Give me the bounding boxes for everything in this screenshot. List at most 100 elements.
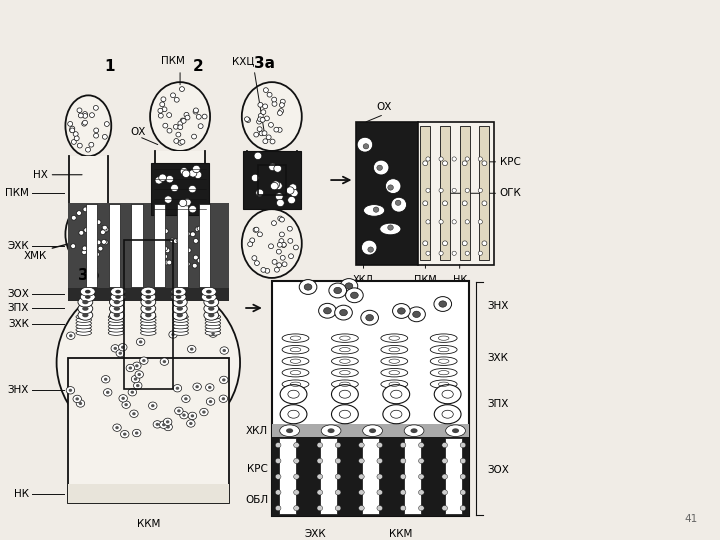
Bar bbox=[151, 163, 209, 215]
Text: 2: 2 bbox=[192, 59, 203, 74]
Ellipse shape bbox=[206, 295, 212, 299]
Ellipse shape bbox=[431, 357, 457, 366]
Ellipse shape bbox=[205, 324, 220, 329]
Ellipse shape bbox=[102, 225, 107, 230]
Ellipse shape bbox=[381, 368, 408, 377]
Ellipse shape bbox=[359, 490, 364, 495]
Ellipse shape bbox=[294, 245, 298, 250]
Ellipse shape bbox=[418, 474, 424, 480]
Ellipse shape bbox=[197, 258, 202, 263]
Ellipse shape bbox=[108, 330, 124, 335]
Ellipse shape bbox=[70, 126, 75, 131]
Ellipse shape bbox=[336, 442, 341, 448]
Ellipse shape bbox=[391, 197, 407, 212]
Ellipse shape bbox=[434, 404, 461, 424]
Ellipse shape bbox=[76, 330, 91, 335]
Ellipse shape bbox=[289, 254, 294, 259]
Ellipse shape bbox=[115, 290, 121, 294]
Ellipse shape bbox=[423, 161, 428, 166]
Ellipse shape bbox=[434, 384, 461, 404]
Ellipse shape bbox=[86, 147, 91, 152]
Text: ЭХК: ЭХК bbox=[7, 241, 29, 251]
Ellipse shape bbox=[176, 307, 183, 310]
Ellipse shape bbox=[279, 109, 284, 113]
Ellipse shape bbox=[108, 327, 124, 332]
Ellipse shape bbox=[165, 248, 170, 253]
Ellipse shape bbox=[294, 458, 300, 463]
Ellipse shape bbox=[114, 300, 120, 304]
Bar bbox=[69, 156, 107, 204]
Ellipse shape bbox=[177, 246, 182, 251]
Ellipse shape bbox=[465, 157, 469, 161]
Ellipse shape bbox=[359, 442, 364, 448]
Ellipse shape bbox=[193, 383, 202, 390]
Ellipse shape bbox=[269, 244, 274, 248]
Text: ПКМ: ПКМ bbox=[414, 275, 437, 285]
Ellipse shape bbox=[385, 179, 401, 193]
Ellipse shape bbox=[245, 117, 249, 122]
Text: КРС: КРС bbox=[500, 157, 521, 167]
Bar bbox=[271, 424, 469, 437]
Ellipse shape bbox=[170, 238, 175, 243]
Ellipse shape bbox=[246, 118, 251, 123]
Ellipse shape bbox=[279, 103, 284, 107]
Ellipse shape bbox=[76, 397, 79, 401]
Ellipse shape bbox=[106, 391, 109, 394]
Text: ОХ: ОХ bbox=[377, 102, 392, 112]
Ellipse shape bbox=[331, 334, 359, 342]
Bar bbox=[176, 205, 188, 287]
Ellipse shape bbox=[271, 183, 278, 190]
Ellipse shape bbox=[439, 188, 444, 193]
Ellipse shape bbox=[173, 318, 189, 322]
Ellipse shape bbox=[186, 248, 191, 253]
Bar bbox=[356, 122, 418, 265]
Ellipse shape bbox=[150, 209, 210, 278]
Bar bbox=[68, 359, 229, 503]
Ellipse shape bbox=[111, 287, 125, 296]
Ellipse shape bbox=[331, 404, 359, 424]
Ellipse shape bbox=[276, 199, 284, 207]
Ellipse shape bbox=[205, 384, 214, 391]
Bar bbox=[109, 205, 120, 287]
Ellipse shape bbox=[400, 458, 406, 463]
Text: НК: НК bbox=[14, 489, 29, 498]
Ellipse shape bbox=[277, 111, 282, 116]
Ellipse shape bbox=[177, 409, 181, 413]
Ellipse shape bbox=[290, 190, 298, 197]
Ellipse shape bbox=[145, 290, 151, 294]
Ellipse shape bbox=[431, 334, 457, 342]
Ellipse shape bbox=[82, 313, 89, 318]
Ellipse shape bbox=[108, 318, 124, 322]
Ellipse shape bbox=[317, 490, 323, 495]
Bar bbox=[154, 205, 166, 287]
Ellipse shape bbox=[71, 215, 76, 220]
Ellipse shape bbox=[145, 300, 151, 304]
Ellipse shape bbox=[166, 176, 174, 183]
Ellipse shape bbox=[132, 362, 141, 369]
Ellipse shape bbox=[270, 139, 275, 144]
Ellipse shape bbox=[452, 251, 456, 255]
Bar bbox=[243, 151, 300, 209]
Ellipse shape bbox=[336, 505, 341, 511]
Ellipse shape bbox=[404, 425, 424, 436]
Ellipse shape bbox=[176, 238, 181, 243]
Ellipse shape bbox=[462, 161, 467, 166]
Ellipse shape bbox=[452, 428, 459, 433]
Ellipse shape bbox=[181, 395, 190, 402]
Ellipse shape bbox=[383, 384, 410, 404]
Ellipse shape bbox=[114, 307, 120, 310]
Ellipse shape bbox=[145, 295, 151, 299]
Ellipse shape bbox=[66, 387, 75, 394]
Ellipse shape bbox=[163, 254, 168, 259]
Ellipse shape bbox=[452, 188, 456, 193]
Ellipse shape bbox=[369, 428, 376, 433]
Text: ЗХК: ЗХК bbox=[487, 353, 508, 363]
Ellipse shape bbox=[442, 474, 448, 480]
Ellipse shape bbox=[271, 97, 276, 102]
Ellipse shape bbox=[377, 165, 382, 171]
Ellipse shape bbox=[377, 490, 382, 495]
Ellipse shape bbox=[157, 255, 162, 260]
Ellipse shape bbox=[351, 292, 359, 299]
Ellipse shape bbox=[258, 113, 264, 118]
Ellipse shape bbox=[88, 214, 93, 218]
